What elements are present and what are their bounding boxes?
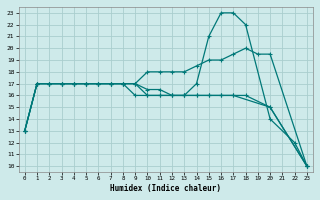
X-axis label: Humidex (Indice chaleur): Humidex (Indice chaleur) xyxy=(110,184,221,193)
